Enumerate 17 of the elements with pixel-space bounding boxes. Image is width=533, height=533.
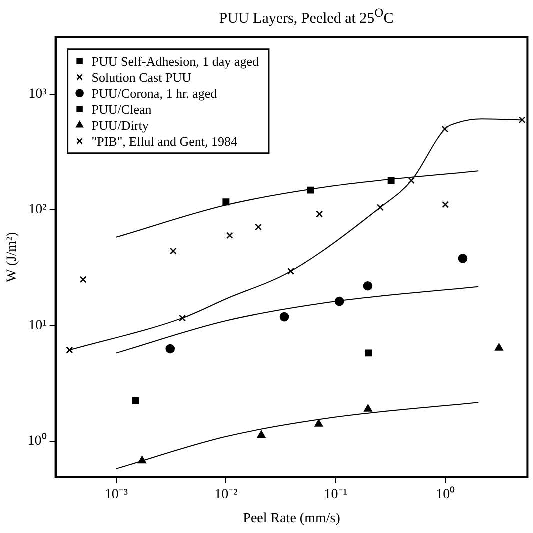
y-tick-label: 10³	[28, 86, 47, 102]
y-axis-title: W (J/m²)	[5, 232, 20, 283]
legend-label: Solution Cast PUU	[92, 70, 192, 85]
legend-label: "PIB", Ellul and Gent, 1984	[92, 134, 238, 149]
x-axis-title: Peel Rate (mm/s)	[243, 511, 341, 526]
y-tick-label: 10⁰	[28, 433, 47, 450]
chart-title: PUU Layers, Peeled at 25$^{O}$C	[218, 6, 395, 28]
legend-label: PUU/Dirty	[92, 118, 150, 133]
legend-label: PUU Self-Adhesion, 1 day aged	[92, 54, 260, 69]
x-tick-label: 10⁻²	[214, 487, 238, 502]
y-tick-label: 10¹	[28, 318, 47, 334]
y-tick-label: 10²	[28, 202, 47, 218]
x-tick-label: 10⁰	[436, 486, 456, 502]
legend-label: PUU/Corona, 1 hr. aged	[92, 86, 218, 101]
legend-label: PUU/Clean	[92, 102, 152, 117]
x-tick-label: 10⁻¹	[324, 487, 348, 502]
x-tick-label: 10⁻³	[104, 487, 128, 502]
